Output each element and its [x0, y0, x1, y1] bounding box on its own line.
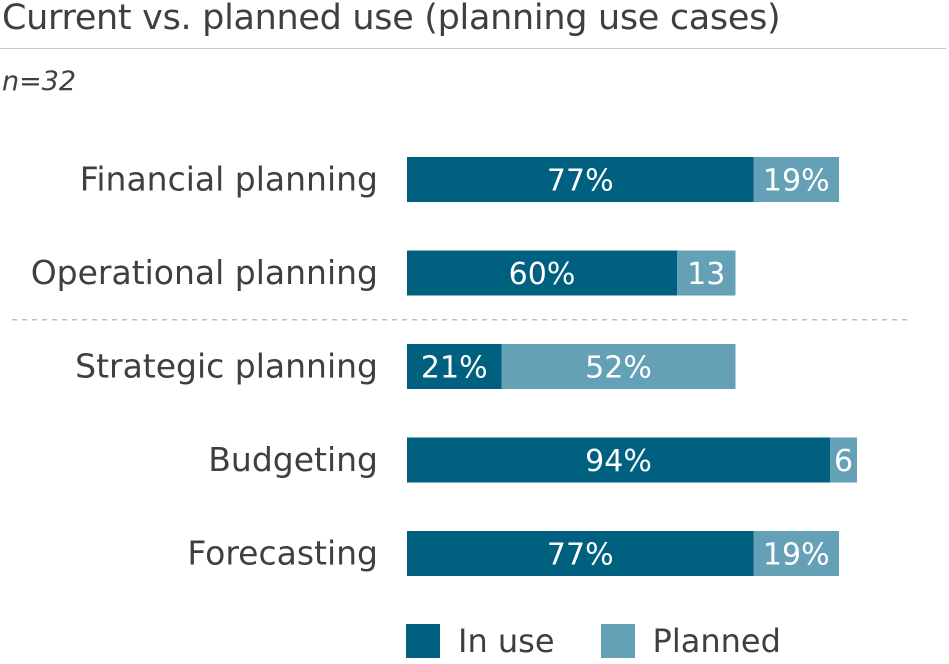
bar-in-use-budgeting: [407, 437, 830, 483]
legend-label-planned: Planned: [652, 622, 781, 660]
bar-in-use-financial-planning: [407, 157, 754, 202]
bar-in-use-forecasting: [407, 531, 754, 576]
data-label-in-use-operational-planning: 60%: [509, 257, 576, 292]
bar-planned-forecasting: [753, 531, 839, 576]
category-label-strategic-planning: Strategic planning: [75, 347, 378, 386]
legend-swatch-in-use: [406, 624, 440, 658]
data-label-planned-financial-planning: 19%: [763, 164, 830, 199]
data-label-planned-forecasting: 19%: [763, 538, 830, 573]
data-label-in-use-forecasting: 77%: [547, 538, 614, 573]
bar-planned-operational-planning: [677, 250, 736, 296]
data-label-in-use-strategic-planning: 21%: [421, 351, 488, 386]
legend-item-planned: Planned: [600, 622, 781, 660]
bar-planned-financial-planning: [753, 157, 839, 202]
bar-in-use-operational-planning: [407, 250, 677, 296]
bar-in-use-strategic-planning: [407, 344, 502, 389]
category-label-financial-planning: Financial planning: [80, 160, 378, 199]
legend-label-in-use: In use: [458, 622, 555, 660]
title-divider: [0, 48, 946, 49]
bar-planned-strategic-planning: [501, 344, 736, 389]
legend-item-in-use: In use: [406, 622, 555, 660]
category-label-forecasting: Forecasting: [187, 534, 378, 573]
data-label-planned-budgeting: 6: [834, 444, 853, 479]
category-label-operational-planning: Operational planning: [31, 253, 378, 292]
data-label-in-use-budgeting: 94%: [585, 444, 652, 479]
data-label-planned-strategic-planning: 52%: [585, 351, 652, 386]
legend-swatch-planned: [600, 624, 635, 658]
chart-legend: In use Planned: [406, 622, 827, 660]
data-label-planned-operational-planning: 13: [687, 257, 725, 292]
bar-planned-budgeting: [830, 437, 857, 483]
category-label-budgeting: Budgeting: [208, 440, 378, 479]
chart-title: Current vs. planned use (planning use ca…: [2, 0, 781, 38]
data-label-in-use-financial-planning: 77%: [547, 164, 614, 199]
sample-size-note: n=32: [2, 66, 77, 97]
